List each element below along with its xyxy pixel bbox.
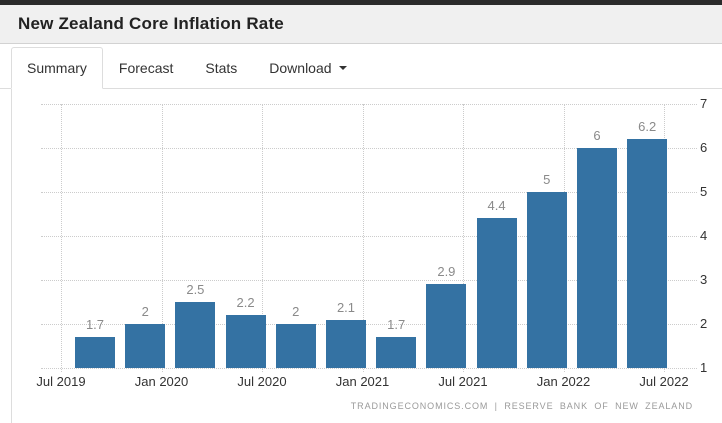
- grid-line-y: [41, 148, 697, 149]
- bar: [376, 337, 417, 368]
- chart-attribution: TRADINGECONOMICS.COM | RESERVE BANK OF N…: [350, 401, 693, 411]
- y-tick-label: 7: [700, 96, 708, 111]
- bar-value-label: 2: [141, 304, 149, 319]
- grid-line-x: [262, 104, 263, 372]
- tab-summary[interactable]: Summary: [11, 47, 103, 89]
- tab-download[interactable]: Download: [253, 47, 362, 89]
- bar-value-label: 5: [543, 172, 551, 187]
- grid-line-y: [41, 324, 697, 325]
- top-bar: [0, 0, 722, 5]
- y-tick-label: 5: [700, 184, 708, 199]
- bar: [175, 302, 216, 368]
- bar-value-label: 1.7: [387, 317, 406, 333]
- bar: [426, 284, 467, 368]
- bar-value-label: 2.2: [236, 295, 255, 311]
- bar: [225, 315, 266, 368]
- grid-line-y: [41, 368, 697, 369]
- bar-value-label: 1.7: [85, 317, 105, 333]
- bar-value-label: 6.2: [638, 119, 657, 135]
- tab-stats[interactable]: Stats: [189, 47, 253, 89]
- grid-line-y: [41, 192, 697, 193]
- x-tick-label: Jan 2020: [134, 374, 189, 389]
- bar: [326, 319, 366, 368]
- bar: [627, 139, 668, 368]
- bar-value-label: 2.5: [186, 282, 205, 297]
- tab-forecast[interactable]: Forecast: [103, 47, 189, 89]
- y-tick-label: 4: [700, 228, 708, 243]
- caret-down-icon: [338, 66, 347, 70]
- tab-summary-label: Summary: [27, 60, 87, 76]
- bar: [526, 192, 567, 368]
- grid-line-x: [463, 104, 464, 372]
- grid-line-y: [41, 104, 697, 105]
- bar-chart: 1 2 3 4 5 6 7 Jul 2019 Jan 2020 Jul 2020 Jan 2021 J…: [36, 96, 707, 389]
- x-tick-label: Jan 2022: [536, 374, 591, 389]
- tab-stats-label: Stats: [205, 60, 238, 76]
- tab-bar: Summary Forecast Stats Download: [0, 44, 722, 89]
- bar: [577, 148, 617, 368]
- bar-value-label: 6: [593, 128, 601, 143]
- bar-value-label: 4.4: [487, 198, 506, 214]
- grid-line-y: [41, 236, 697, 237]
- x-tick-label: Jul 2022: [639, 374, 689, 389]
- bar: [275, 324, 316, 368]
- x-tick-label: Jul 2019: [36, 374, 86, 389]
- tab-forecast-label: Forecast: [118, 60, 174, 76]
- page-title: New Zealand Core Inflation Rate: [18, 14, 284, 33]
- x-tick-label: Jul 2020: [237, 374, 287, 389]
- grid-line-x: [161, 104, 163, 372]
- bar: [125, 324, 166, 368]
- header: New Zealand Core Inflation Rate: [0, 5, 722, 44]
- grid-line-y: [41, 280, 697, 281]
- y-tick-label: 6: [700, 140, 708, 155]
- tab-download-label: Download: [269, 60, 332, 76]
- grid-line-x: [362, 104, 364, 372]
- y-tick-label: 2: [700, 316, 708, 331]
- bar: [75, 337, 115, 368]
- x-tick-label: Jul 2021: [438, 374, 488, 389]
- y-tick-label: 3: [700, 272, 708, 287]
- bar-value-label: 2.9: [437, 264, 456, 280]
- x-tick-label: Jan 2021: [335, 374, 390, 389]
- y-tick-label: 1: [700, 360, 708, 375]
- grid-line-x: [61, 104, 62, 372]
- bar-value-label: 2: [292, 304, 300, 319]
- bar-value-label: 2.1: [336, 299, 356, 315]
- bar: [476, 218, 517, 368]
